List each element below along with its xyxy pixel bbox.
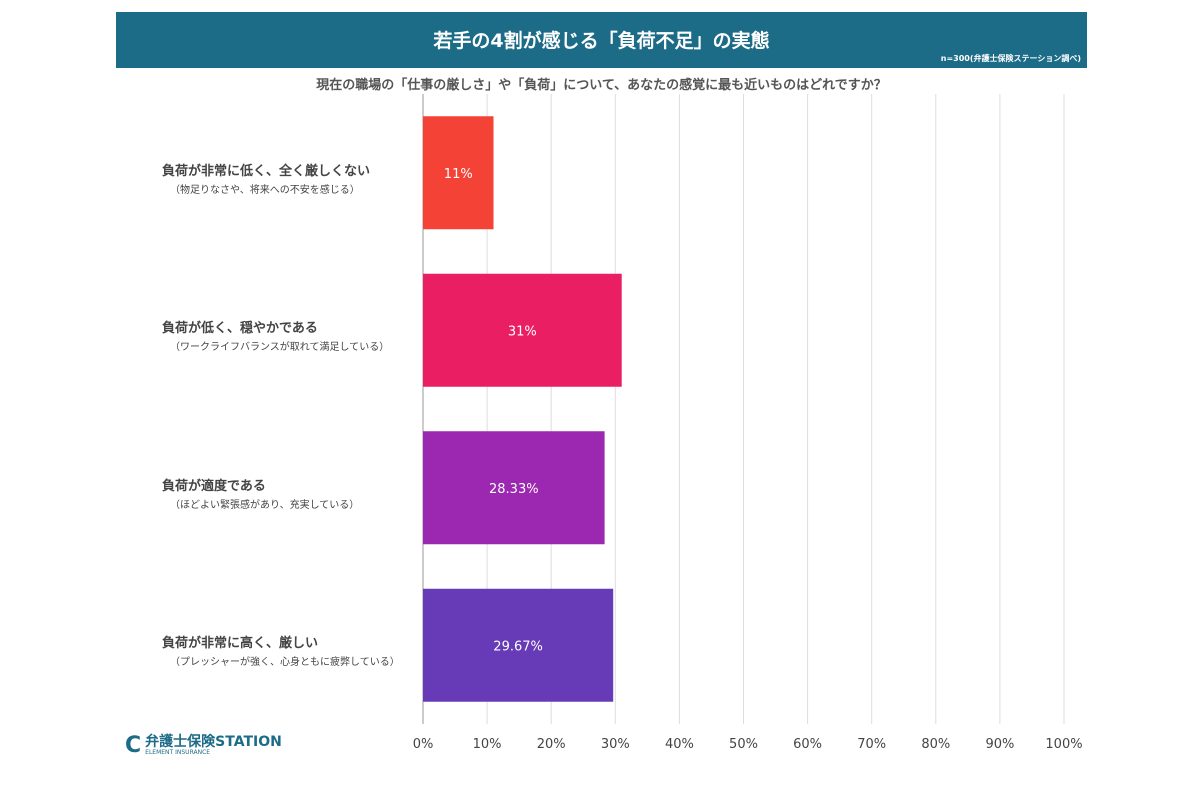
bar [423,431,605,545]
x-tick-label: 0% [413,737,434,752]
category-sub: （物足りなさや、将来への不安を感じる） [170,184,360,196]
data-label: 29.67% [493,639,543,654]
data-label: 31% [508,324,537,339]
x-tick-label: 30% [601,737,630,752]
x-tick-label: 100% [1045,737,1082,752]
chart-title: 若手の4割が感じる「負荷不足」の実態 [433,30,770,52]
x-tick-label: 20% [537,737,566,752]
category-main: 負荷が非常に高く、厳しい [162,636,319,652]
data-label: 28.33% [489,482,539,497]
category-main: 負荷が適度である [162,478,266,494]
category-sub: （プレッシャーが強く、心身ともに疲弊している） [170,657,400,669]
category-sub: （ほどよい緊張感があり、充実している） [170,499,360,511]
x-tick-label: 70% [857,737,886,752]
logo-sub: ELEMENT INSURANCE [145,749,211,756]
x-tick-label: 80% [921,737,950,752]
category-label: 負荷が非常に低く、全く厳しくない （物足りなさや、将来への不安を感じる） [120,160,415,196]
question-text: 現在の職場の「仕事の厳しさ」や「負荷」について、あなたの感覚に最も近いものはどれ… [316,78,887,93]
x-tick-label: 50% [729,737,758,752]
bar [423,116,494,230]
sample-note: n=300(弁護士保険ステーション調べ) [940,54,1081,63]
data-label: 11% [444,167,473,182]
logo-text: 弁護士保険STATION [145,734,282,750]
category-main: 負荷が非常に低く、全く厳しくない [162,163,371,179]
logo: C 弁護士保険STATION ELEMENT INSURANCE [125,733,282,758]
bar [423,273,622,387]
x-tick-label: 40% [665,737,694,752]
category-sub: （ワークライフバランスが取れて満足している） [170,342,390,354]
category-main: 負荷が低く、穏やかである [162,321,318,337]
category-label: 負荷が適度である （ほどよい緊張感があり、充実している） [120,475,415,511]
x-tick-label: 10% [473,737,502,752]
x-tick-label: 90% [985,737,1014,752]
chart-header: 若手の4割が感じる「負荷不足」の実態 n=300(弁護士保険ステーション調べ) [116,12,1087,68]
category-label: 負荷が非常に高く、厳しい （プレッシャーが強く、心身ともに疲弊している） [120,632,415,668]
category-label: 負荷が低く、穏やかである （ワークライフバランスが取れて満足している） [120,317,415,353]
bar [423,588,614,702]
logo-icon: C [125,733,142,758]
x-tick-label: 60% [793,737,822,752]
